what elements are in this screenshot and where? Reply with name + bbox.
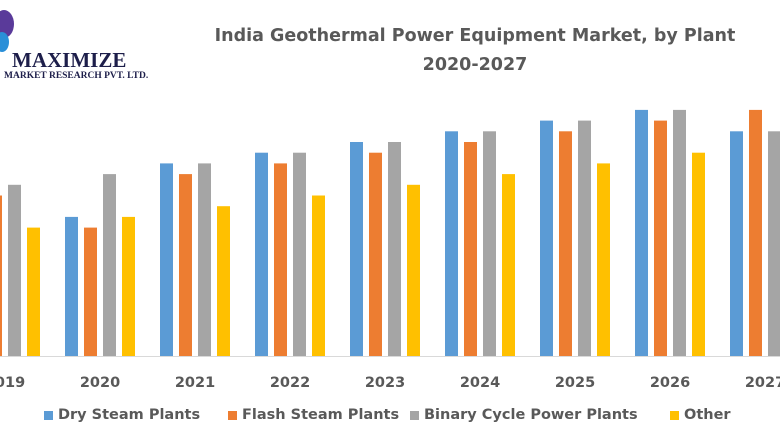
x-tick-label: 2021 [175,375,215,391]
bar-other-2022 [312,195,325,356]
bar-flash-steam-plants-2027 [749,109,762,357]
bar-other-2025 [597,163,610,356]
bar-binary-cycle-power-plants-2023 [388,142,401,356]
company-logo: MAXIMIZE MARKET RESEARCH PVT. LTD. [0,8,170,88]
x-tick-label: 2020 [80,375,120,391]
bar-dry-steam-plants-2022 [255,152,268,356]
bar-other-2024 [502,174,515,356]
bar-dry-steam-plants-2023 [350,142,363,356]
x-tick-label: 2023 [365,375,405,391]
logo-name: MAXIMIZE [12,48,127,72]
legend-label: Dry Steam Plants [58,407,201,423]
chart-legend: Dry Steam Plants Flash Steam Plants Binary… [0,407,780,429]
bar-dry-steam-plants-2027 [730,131,743,356]
bar-binary-cycle-power-plants-2024 [483,131,496,356]
x-tick-label: 2025 [555,375,595,391]
bar-other-2020 [122,216,135,356]
bar-dry-steam-plants-2021 [160,163,173,356]
legend-swatch [670,410,679,420]
bar-other-2019 [27,227,40,356]
bar-flash-steam-plants-2026 [654,120,667,356]
bar-other-2023 [407,184,420,356]
bar-binary-cycle-power-plants-2027 [768,131,780,356]
chart-subtitle: 2020-2027 [422,55,528,75]
x-tick-label: 2024 [460,375,500,391]
bar-binary-cycle-power-plants-2019 [8,184,21,356]
legend-label: Other [684,407,731,423]
bar-flash-steam-plants-2021 [179,174,192,356]
bar-flash-steam-plants-2025 [559,131,572,356]
legend-swatch [228,410,237,420]
bar-dry-steam-plants-2020 [65,216,78,356]
chart-title: India Geothermal Power Equipment Market,… [214,26,736,46]
bar-dry-steam-plants-2025 [540,120,553,356]
x-tick-label: 2027 [745,375,780,391]
legend-label: Binary Cycle Power Plants [424,407,638,423]
legend-item: Binary Cycle Power Plants [410,407,638,423]
bar-flash-steam-plants-2019 [0,195,2,356]
legend-swatch [44,410,53,420]
bar-flash-steam-plants-2023 [369,152,382,356]
bar-binary-cycle-power-plants-2022 [293,152,306,356]
bar-flash-steam-plants-2020 [84,227,97,356]
legend-item: Other [670,407,731,423]
legend-item: Flash Steam Plants [228,407,399,423]
bar-flash-steam-plants-2024 [464,142,477,356]
chart-title-block: India Geothermal Power Equipment Market,… [180,22,770,80]
bar-binary-cycle-power-plants-2026 [673,109,686,357]
bar-other-2021 [217,206,230,356]
x-tick-label: 2019 [0,375,25,391]
bar-binary-cycle-power-plants-2020 [103,174,116,356]
bar-other-2026 [692,152,705,356]
legend-item: Dry Steam Plants [44,407,200,423]
x-tick-label: 2026 [650,375,690,391]
logo-subtitle: MARKET RESEARCH PVT. LTD. [4,71,149,81]
butterfly-logo-icon [0,10,14,52]
bar-dry-steam-plants-2026 [635,109,648,357]
x-tick-label: 2022 [270,375,310,391]
legend-label: Flash Steam Plants [242,407,400,423]
bar-chart: 2019 2020 2021 2022 2023 2024 2025 2026 2027 [0,109,780,391]
bar-flash-steam-plants-2022 [274,163,287,356]
bar-binary-cycle-power-plants-2021 [198,163,211,356]
bar-binary-cycle-power-plants-2025 [578,120,591,356]
legend-swatch [410,410,419,420]
bar-dry-steam-plants-2024 [445,131,458,356]
